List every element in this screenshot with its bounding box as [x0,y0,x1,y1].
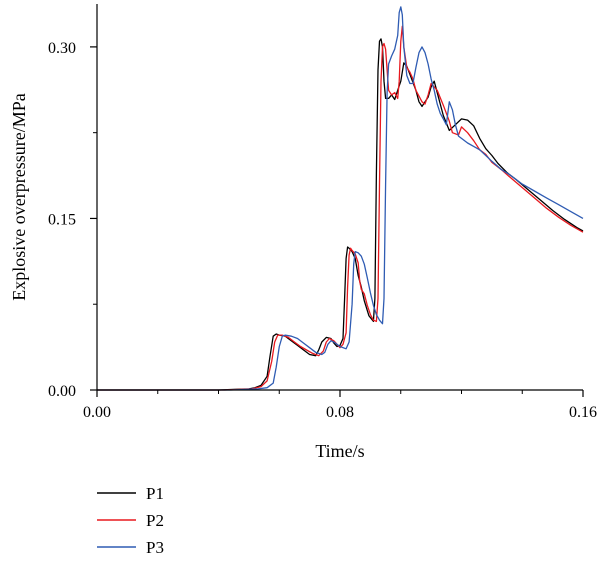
y-tick-label: 0.00 [48,383,76,400]
legend-label-p2: P2 [146,511,164,530]
y-tick-label: 0.15 [48,211,76,228]
y-tick-label: 0.30 [48,40,76,57]
plot-lines [97,6,584,391]
x-tick-label: 0.16 [569,404,597,421]
legend-label-p3: P3 [146,538,164,557]
axes [96,4,583,391]
legend: P1 P2 P3 [97,484,164,557]
x-tick-label: 0.00 [83,404,111,421]
x-tick-label: 0.08 [326,404,354,421]
ticks: 0.00 0.08 0.16 0.00 0.15 0.30 [48,40,597,421]
x-axis-title: Time/s [315,441,364,461]
series-line-p1 [97,38,584,391]
series-line-p2 [97,25,584,391]
y-axis-title: Explosive overpressure/MPa [9,93,29,300]
legend-label-p1: P1 [146,484,164,503]
series-line-p3 [97,6,584,391]
